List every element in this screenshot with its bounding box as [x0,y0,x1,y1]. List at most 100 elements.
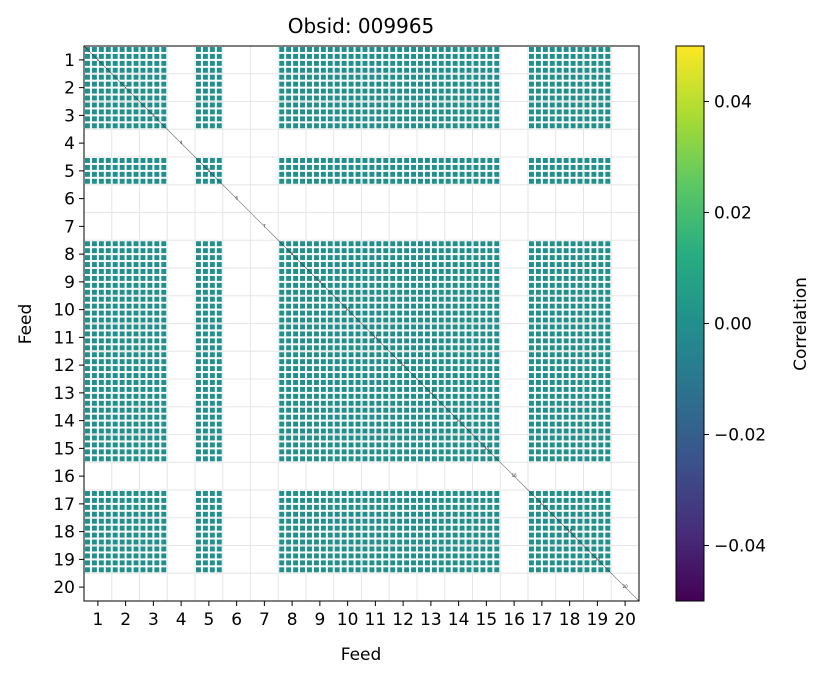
heatmap-cell [605,275,611,281]
heatmap-cell [126,47,132,52]
heatmap-cell [334,338,340,344]
heatmap-cell [196,282,201,288]
heatmap-cell [487,539,493,545]
heatmap-cell [334,497,340,503]
heatmap-cell [307,275,312,281]
heatmap-cell [591,88,597,94]
heatmap-cell [140,525,146,531]
heatmap-cell [209,428,215,434]
heatmap-cell [196,123,201,129]
heatmap-cell [591,331,597,337]
heatmap-cell [383,380,389,385]
heatmap-cell [376,296,382,302]
heatmap-cell [147,178,153,184]
heatmap-cell [570,345,576,351]
heatmap-cell [119,352,125,358]
heatmap-cell [91,241,97,247]
heatmap-cell [154,255,160,261]
heatmap-cell [320,310,326,316]
heatmap-cell [383,158,389,163]
heatmap-cell [202,262,208,267]
heatmap-cell [307,282,312,288]
heatmap-cell [445,317,451,323]
heatmap-cell [549,262,555,267]
heatmap-cell [487,393,493,399]
heatmap-cell [383,366,389,372]
heatmap-cell [355,380,361,385]
heatmap-cell [535,317,541,323]
heatmap-cell [452,373,458,378]
heatmap-cell [216,248,222,254]
heatmap-cell [209,47,215,52]
heatmap-cell [161,456,167,462]
heatmap-cell [279,178,285,184]
heatmap-cell [279,67,285,73]
heatmap-cell [563,282,569,288]
heatmap-cell [445,560,451,566]
heatmap-cell [466,178,472,184]
heatmap-cell [411,255,416,261]
heatmap-cell [376,345,382,351]
heatmap-cell [140,435,146,441]
heatmap-cell [411,102,416,108]
diagonal-label: 5 [208,168,211,173]
heatmap-cell [556,255,562,261]
heatmap-cell [411,317,416,323]
heatmap-cell [209,407,215,413]
heatmap-cell [140,359,146,365]
heatmap-cell [133,366,139,372]
x-tick-label: 1 [92,610,103,630]
heatmap-cell [466,553,472,559]
heatmap-cell [98,88,104,94]
heatmap-cell [279,504,285,510]
heatmap-cell [334,518,340,524]
heatmap-cell [348,352,354,358]
heatmap-cell [216,109,222,115]
heatmap-cell [431,282,437,288]
heatmap-cell [431,504,437,510]
heatmap-cell [605,532,611,538]
heatmap-cell [105,345,111,351]
heatmap-cell [577,164,583,170]
heatmap-cell [466,47,472,52]
heatmap-cell [542,303,548,309]
heatmap-cell [216,546,222,552]
heatmap-cell [404,567,410,573]
heatmap-cell [383,338,389,344]
heatmap-cell [535,532,541,538]
heatmap-cell [133,81,139,87]
y-tick-label: 13 [53,384,75,404]
heatmap-cell [397,109,403,115]
heatmap-cell [369,449,375,455]
y-tick-label: 17 [53,495,75,515]
heatmap-cell [487,310,493,316]
heatmap-cell [605,366,611,372]
heatmap-cell [147,352,153,358]
heatmap-cell [112,317,118,323]
heatmap-cell [140,248,146,254]
heatmap-cell [355,53,361,59]
heatmap-cell [445,386,451,392]
heatmap-cell [112,67,118,73]
heatmap-cell [584,241,590,247]
heatmap-cell [112,262,118,267]
heatmap-cell [494,567,500,573]
heatmap-cell [202,296,208,302]
heatmap-cell [549,532,555,538]
heatmap-cell [91,47,97,52]
heatmap-cell [334,400,340,406]
heatmap-cell [591,491,597,496]
heatmap-cell [300,158,305,163]
heatmap-cell [529,456,534,462]
heatmap-cell [424,275,430,281]
heatmap-cell [348,303,354,309]
heatmap-cell [452,81,458,87]
heatmap-cell [355,366,361,372]
heatmap-cell [202,158,208,163]
heatmap-cell [563,366,569,372]
heatmap-cell [473,95,479,101]
heatmap-cell [598,88,604,94]
heatmap-cell [216,74,222,80]
heatmap-cell [418,456,423,462]
heatmap-cell [570,164,576,170]
